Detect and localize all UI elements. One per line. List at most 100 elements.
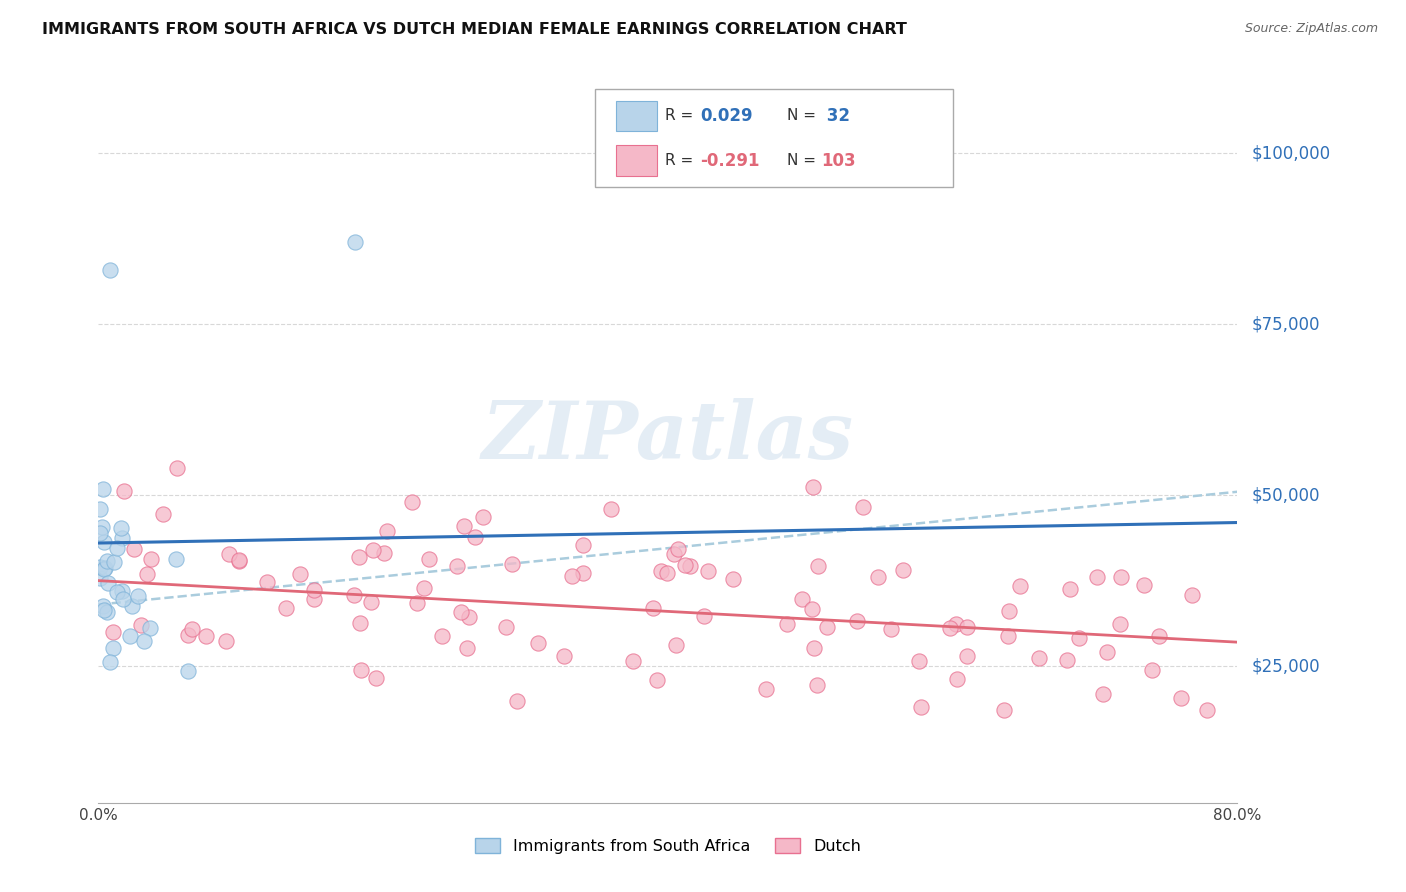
Point (360, 595, 382, 609)
Text: N =: N = (787, 153, 821, 168)
Point (1028, 650, 1050, 665)
Point (453, 519, 475, 533)
Point (98, 655, 121, 669)
Point (343, 588, 366, 602)
Point (1095, 645, 1118, 659)
Point (96, 554, 118, 568)
Point (852, 500, 875, 515)
Point (697, 564, 720, 578)
Point (89, 571, 111, 585)
Point (256, 575, 278, 590)
Point (939, 621, 962, 635)
Point (1008, 579, 1031, 593)
Point (135, 566, 157, 581)
Point (406, 596, 429, 610)
Point (553, 649, 575, 664)
Point (112, 484, 135, 499)
Point (93, 561, 115, 575)
Point (790, 592, 813, 607)
Point (401, 495, 423, 509)
Legend: Immigrants from South Africa, Dutch: Immigrants from South Africa, Dutch (468, 831, 868, 861)
Point (945, 616, 967, 631)
Point (666, 541, 689, 556)
Point (290, 566, 312, 581)
Point (801, 480, 824, 494)
Point (165, 552, 187, 566)
Point (274, 600, 297, 615)
Point (118, 629, 141, 643)
Point (111, 531, 134, 545)
Point (572, 538, 595, 552)
Point (134, 633, 156, 648)
Point (218, 547, 240, 561)
Point (129, 618, 152, 632)
Point (806, 678, 828, 692)
Point (364, 671, 387, 685)
Point (1170, 691, 1192, 706)
Point (647, 673, 669, 687)
Point (430, 629, 453, 643)
Point (177, 664, 200, 678)
Point (103, 625, 125, 640)
Point (110, 521, 132, 535)
Text: $100,000: $100,000 (1251, 145, 1330, 162)
Point (776, 617, 799, 632)
Point (91, 599, 114, 613)
Point (815, 620, 838, 634)
Point (350, 663, 373, 677)
Point (1069, 631, 1091, 645)
Point (665, 638, 688, 652)
Point (501, 557, 523, 571)
Point (373, 546, 395, 560)
Point (807, 559, 830, 574)
Point (1108, 616, 1130, 631)
Point (96, 605, 118, 619)
Point (107, 584, 129, 599)
Point (657, 566, 679, 581)
Point (91, 482, 114, 496)
Point (93, 562, 115, 576)
Text: $50,000: $50,000 (1251, 486, 1320, 504)
Point (101, 640, 124, 655)
Point (1133, 578, 1156, 592)
Point (1056, 653, 1078, 667)
Point (180, 622, 202, 636)
Point (845, 614, 868, 628)
Point (228, 553, 250, 567)
Point (98, 262, 121, 277)
Point (450, 605, 472, 619)
Point (361, 542, 384, 557)
Point (505, 694, 527, 708)
Point (349, 615, 371, 630)
Point (302, 591, 325, 606)
Text: $25,000: $25,000 (1251, 657, 1320, 675)
Point (866, 570, 889, 584)
Point (662, 547, 685, 561)
Point (89, 525, 111, 540)
Text: 32: 32 (821, 107, 851, 125)
Point (1142, 663, 1164, 677)
Text: -0.291: -0.291 (700, 152, 759, 169)
Point (111, 584, 134, 599)
Point (621, 654, 644, 668)
Point (105, 541, 128, 555)
Point (412, 581, 434, 595)
Point (1109, 570, 1132, 584)
Text: ZIPatlas: ZIPatlas (482, 399, 853, 475)
Point (347, 550, 370, 565)
Point (93, 534, 115, 549)
Point (343, 235, 366, 250)
Point (693, 609, 716, 624)
Point (139, 552, 162, 566)
Point (195, 629, 218, 643)
Point (1180, 588, 1202, 602)
Point (1059, 582, 1081, 596)
Text: Source: ZipAtlas.com: Source: ZipAtlas.com (1244, 22, 1378, 36)
Point (458, 610, 481, 624)
Point (908, 654, 931, 668)
Point (526, 635, 548, 649)
Point (1195, 703, 1218, 717)
Point (891, 563, 914, 577)
Point (801, 601, 824, 615)
Point (641, 601, 664, 615)
